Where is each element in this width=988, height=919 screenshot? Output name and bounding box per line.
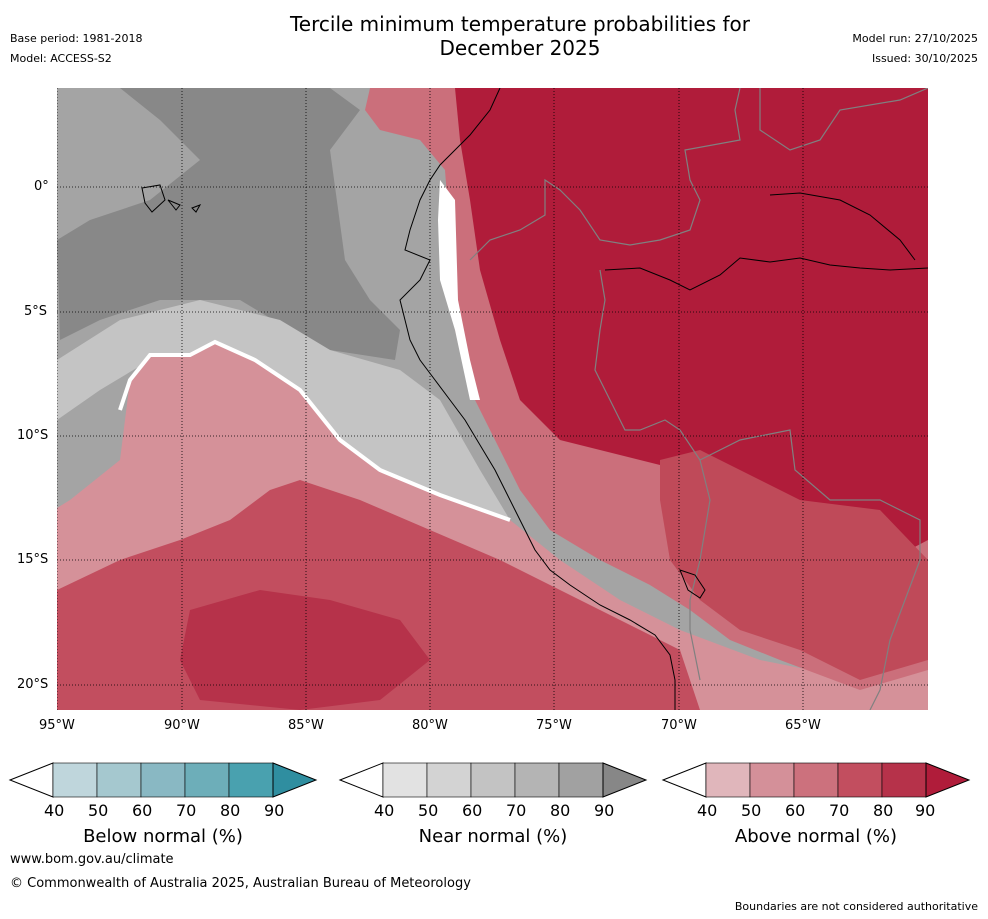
lat-label-15s: 15°S (17, 552, 49, 567)
above-tick-90: 90 (915, 801, 936, 820)
colorbar-below-low-arrow (8, 762, 54, 798)
issued-text: Issued: 30/10/2025 (871, 52, 978, 65)
colorbar-below (8, 762, 318, 798)
coastal-white-strip (438, 180, 480, 400)
lon-label-80w: 80°W (412, 718, 448, 733)
colorbar-above (661, 762, 971, 798)
model-run-text: Model run: 27/10/2025 (852, 32, 978, 45)
near-tick-90: 90 (594, 801, 615, 820)
coastline (399, 88, 676, 710)
lat-label-0: 0° (34, 179, 49, 194)
title-line-1: Tercile minimum temperature probabilitie… (289, 12, 751, 36)
base-period-text: Base period: 1981-2018 (10, 32, 143, 45)
near-tick-80: 80 (550, 801, 571, 820)
below-tick-70: 70 (176, 801, 197, 820)
above-tick-40: 40 (697, 801, 718, 820)
contour-40-line (118, 339, 511, 522)
near-tick-70: 70 (506, 801, 527, 820)
lon-label-85w: 85°W (288, 718, 324, 733)
above-tick-70: 70 (829, 801, 850, 820)
colorbar-near-low-arrow (338, 762, 384, 798)
above-tick-50: 50 (741, 801, 762, 820)
colorbar-near (338, 762, 648, 798)
lat-label-10s: 10°S (17, 428, 49, 443)
lat-label-20s: 20°S (17, 677, 49, 692)
border-bolivia-brazil (699, 429, 921, 710)
above-tick-80: 80 (873, 801, 894, 820)
colorbar-above-high-arrow (925, 762, 971, 798)
copyright-text: © Commonwealth of Australia 2025, Austra… (10, 876, 471, 891)
above-normal-ocean-patch (180, 590, 430, 710)
model-text: Model: ACCESS-S2 (10, 52, 112, 65)
near-tick-40: 40 (374, 801, 395, 820)
lon-label-70w: 70°W (661, 718, 697, 733)
above-tick-60: 60 (785, 801, 806, 820)
lake-titicaca (679, 569, 706, 599)
lat-label-5s: 5°S (24, 304, 48, 319)
colorbar-near-high-arrow (602, 762, 648, 798)
map-fields (57, 88, 928, 710)
border-colombia-peru (469, 88, 741, 261)
near-tick-60: 60 (462, 801, 483, 820)
rio-negro (769, 192, 916, 261)
title-line-2: December 2025 (439, 36, 601, 60)
website-link[interactable]: www.bom.gov.au/climate (10, 852, 174, 867)
border-peru-brazil-bolivia (594, 269, 711, 681)
below-normal-label: Below normal (%) (83, 826, 243, 847)
lon-label-95w: 95°W (39, 718, 75, 733)
amazon-river (604, 257, 928, 291)
galapagos-island-3 (191, 204, 202, 213)
lon-label-75w: 75°W (536, 718, 572, 733)
above-normal-altiplano-region (660, 450, 928, 680)
near-normal-dark-region (57, 88, 400, 360)
page-title: Tercile minimum temperature probabilitie… (0, 12, 988, 60)
near-normal-label: Near normal (%) (418, 826, 568, 847)
colorbar-below-high-arrow (272, 762, 318, 798)
below-tick-90: 90 (264, 801, 285, 820)
graticule (57, 88, 928, 710)
galapagos-island-2 (167, 199, 181, 211)
below-tick-60: 60 (132, 801, 153, 820)
above-normal-label: Above normal (%) (734, 826, 898, 847)
lon-label-65w: 65°W (785, 718, 821, 733)
disclaimer-text: Boundaries are not considered authoritat… (734, 900, 978, 913)
border-north (759, 88, 928, 151)
below-tick-80: 80 (220, 801, 241, 820)
colorbar-above-low-arrow (661, 762, 707, 798)
below-tick-50: 50 (88, 801, 109, 820)
near-tick-50: 50 (418, 801, 439, 820)
above-normal-land-region (455, 88, 928, 560)
galapagos-island-1 (141, 184, 166, 213)
below-tick-40: 40 (44, 801, 65, 820)
lon-label-90w: 90°W (164, 718, 200, 733)
